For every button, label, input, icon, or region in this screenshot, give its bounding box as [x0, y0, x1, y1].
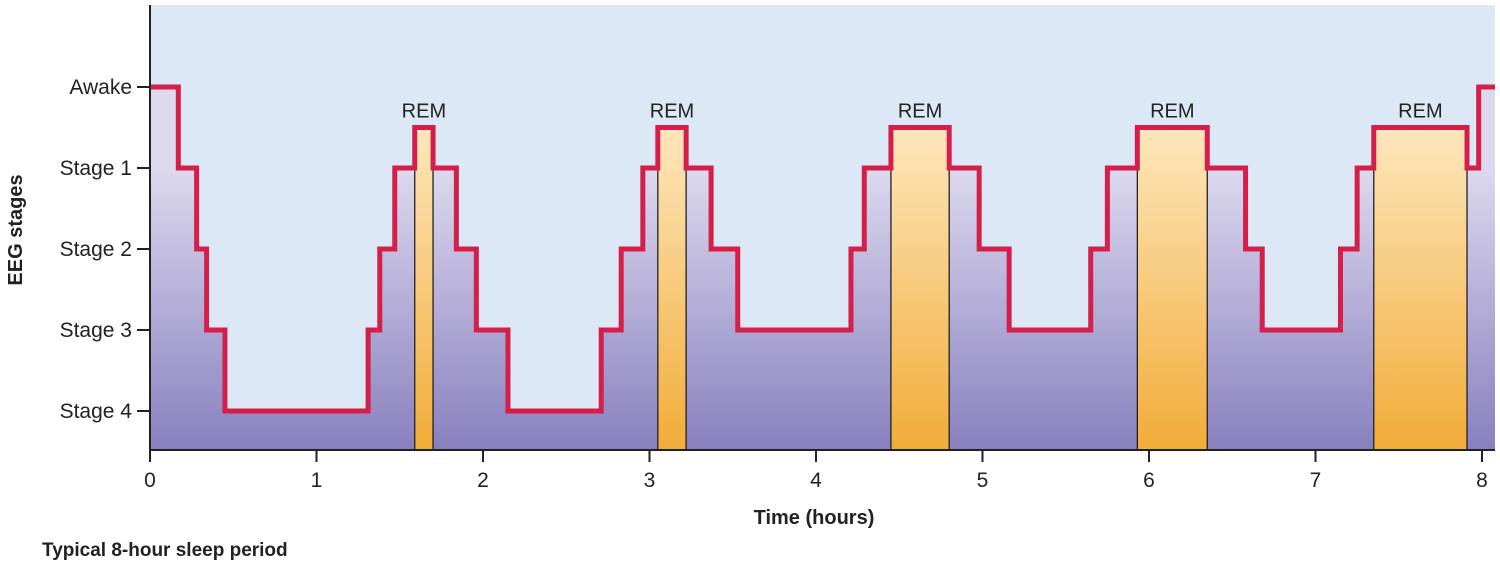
x-tick-label: 2	[477, 469, 489, 492]
x-tick-label: 1	[311, 469, 323, 492]
y-tick-label: Stage 2	[60, 238, 132, 261]
x-tick-label: 5	[977, 469, 989, 492]
rem-band-4	[1137, 127, 1208, 450]
rem-band-1	[414, 127, 434, 450]
y-tick-label: Awake	[69, 76, 132, 99]
rem-labels: REM REM REM REM REM	[402, 101, 1443, 123]
rem-bands	[414, 127, 1468, 450]
x-tick-label: 8	[1476, 469, 1488, 492]
x-tick-label: 7	[1310, 469, 1322, 492]
y-axis-label: EEG stages	[5, 174, 27, 285]
x-tick-label: 4	[810, 469, 822, 492]
x-axis-ticks: 0 1 2 3 4 5 6 7 8	[144, 450, 1488, 492]
x-axis-label: Time (hours)	[754, 507, 875, 529]
rem-band-3	[890, 127, 950, 450]
hypnogram-line	[150, 84, 1495, 414]
rem-label-4: REM	[1150, 101, 1194, 123]
y-axis-ticks: Awake Stage 1 Stage 2 Stage 3 Stage 4	[60, 76, 150, 423]
rem-label-3: REM	[898, 101, 942, 123]
x-tick-label: 0	[144, 469, 156, 492]
rem-band-5	[1373, 127, 1468, 450]
rem-label-1: REM	[402, 101, 446, 123]
rem-label-2: REM	[650, 101, 694, 123]
y-tick-label: Stage 1	[60, 157, 132, 180]
rem-band-2	[657, 127, 687, 450]
x-tick-label: 6	[1143, 469, 1155, 492]
rem-label-5: REM	[1398, 101, 1442, 123]
y-tick-label: Stage 3	[60, 319, 132, 342]
y-tick-label: Stage 4	[60, 400, 133, 423]
chart-caption: Typical 8-hour sleep period	[42, 540, 288, 561]
x-tick-label: 3	[644, 469, 656, 492]
